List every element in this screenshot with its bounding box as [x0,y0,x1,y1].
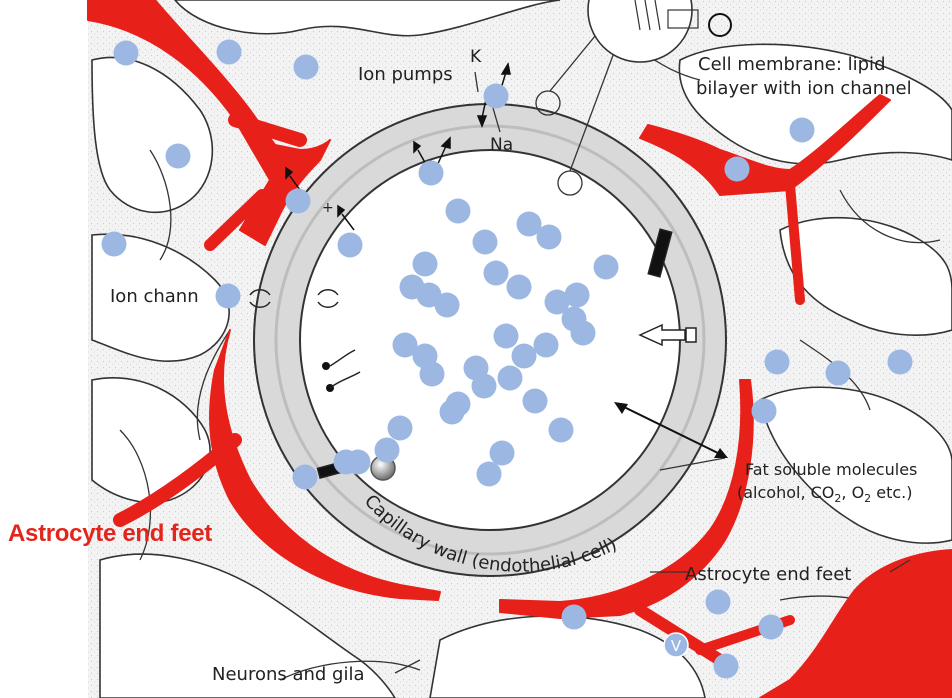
molecule-34 [522,388,548,414]
molecule-41 [292,464,318,490]
molecule-54 [713,653,739,679]
molecule-12 [536,224,562,250]
astrocyte-end-feet-title: Astrocyte end feet [8,520,212,547]
molecule-49 [887,349,913,375]
molecule-9 [418,160,444,186]
molecule-53 [758,614,784,640]
molecule-42 [489,440,515,466]
plus-label: + [322,200,334,216]
molecule-37 [387,415,413,441]
neurons-label: Neurons and gila [212,664,365,685]
molecule-13 [472,229,498,255]
neuron-glia-outlines [91,0,952,698]
molecule-20 [506,274,532,300]
v-marker: V [663,632,689,658]
molecule-1 [216,39,242,65]
molecule-30 [419,361,445,387]
molecule-24 [570,320,596,346]
fat-soluble-label-1: Fat soluble molecules [745,460,917,479]
molecule-21 [544,289,570,315]
molecule-4 [101,231,127,257]
molecule-16 [412,251,438,277]
molecule-44 [548,417,574,443]
transporter-bar [647,228,673,278]
molecule-5 [215,283,241,309]
molecule-51 [561,604,587,630]
molecule-14 [593,254,619,280]
molecule-25 [493,323,519,349]
molecule-46 [789,117,815,143]
molecule-48 [825,360,851,386]
k-label: K [470,47,482,67]
molecules [101,39,913,679]
svg-text:V: V [671,637,682,655]
molecule-11 [516,211,542,237]
molecule-22 [564,282,590,308]
molecule-32 [471,373,497,399]
fat-soluble-label-2: (alcohol, CO2, O2 etc.) [737,483,912,505]
molecule-47 [764,349,790,375]
molecule-45 [724,156,750,182]
ion-pumps-label: Ion pumps [358,64,453,85]
molecule-52 [705,589,731,615]
ion-channels-label: Ion chann [110,286,199,307]
molecule-7 [337,232,363,258]
molecule-3 [165,143,191,169]
molecule-26 [533,332,559,358]
astrocyte-processes [87,0,952,698]
molecule-50 [751,398,777,424]
molecule-28 [392,332,418,358]
molecule-0 [113,40,139,66]
molecule-33 [497,365,523,391]
na-label: Na [490,135,513,155]
molecule-40 [345,449,371,475]
molecule-19 [434,292,460,318]
astrocyte-end-feet-small-label: Astrocyte end feet [685,564,851,585]
molecule-2 [293,54,319,80]
molecule-27 [511,343,537,369]
molecule-36 [439,399,465,425]
molecule-38 [374,437,400,463]
ion-arrows [285,61,511,231]
cell-membrane-label-2: bilayer with ion channel [696,78,912,99]
membrane-zoom [587,0,699,63]
receptor-arrow [638,323,686,347]
molecule-15 [483,260,509,286]
molecule-10 [445,198,471,224]
cell-membrane-label-1: Cell membrane: lipid [698,54,886,75]
molecule-6 [285,188,311,214]
molecule-43 [476,461,502,487]
molecule-8 [483,83,509,109]
